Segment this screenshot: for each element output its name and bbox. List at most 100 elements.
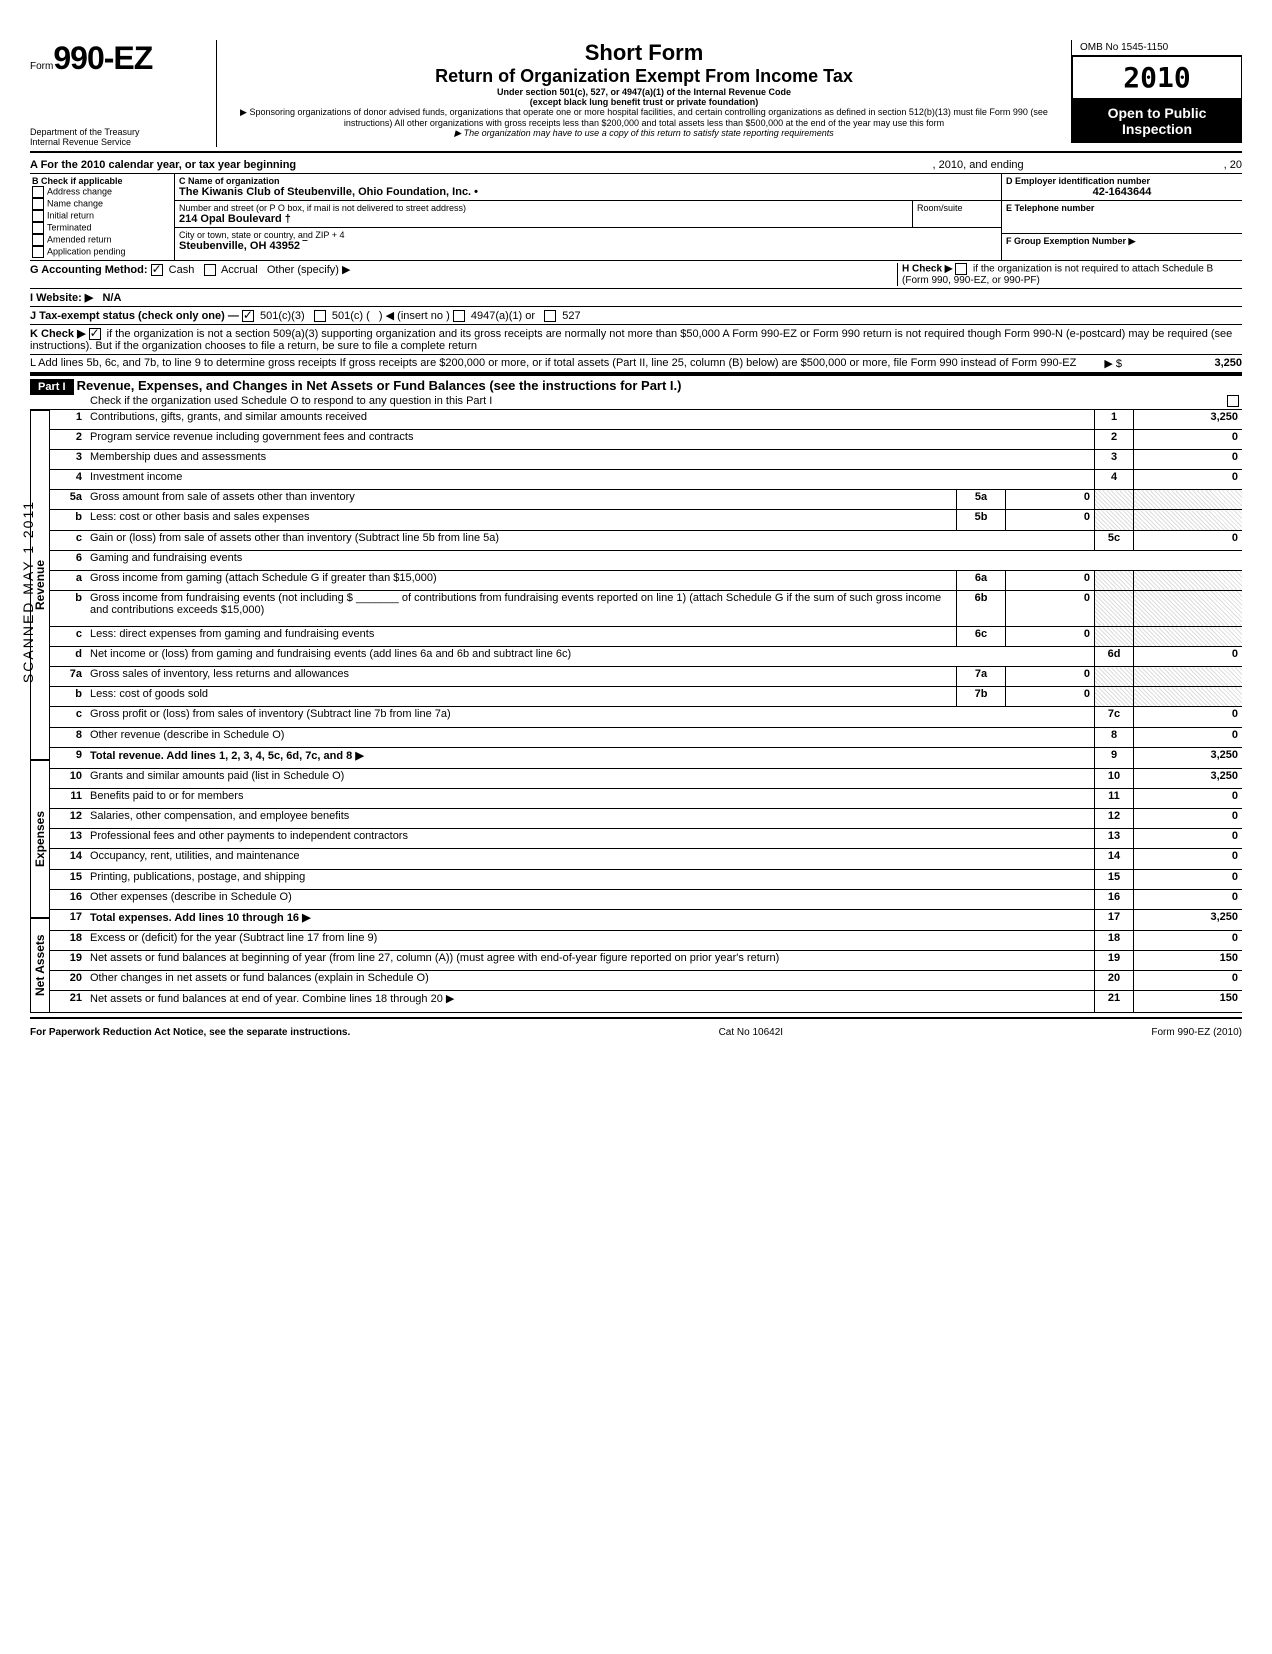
line-row: 16Other expenses (describe in Schedule O…	[50, 889, 1242, 909]
dept2: Internal Revenue Service	[30, 137, 210, 147]
omb: OMB No 1545-1150	[1072, 40, 1242, 56]
G-label: G Accounting Method:	[30, 264, 148, 276]
subtitle2: (except black lung benefit trust or priv…	[227, 97, 1061, 107]
g-cash: Cash	[169, 264, 195, 276]
chk-501c3[interactable]	[242, 310, 254, 322]
line-row: bGross income from fundraising events (n…	[50, 590, 1242, 626]
ein: 42-1643644	[1006, 186, 1238, 198]
j-527: 527	[562, 310, 580, 322]
B-label: B Check if applicable	[32, 176, 172, 186]
j-501c: 501(c) (	[332, 310, 370, 322]
F-label: F Group Exemption Number ▶	[1006, 236, 1238, 247]
part1-title: Revenue, Expenses, and Changes in Net As…	[77, 378, 682, 393]
expenses-label: Expenses	[30, 760, 50, 918]
addr-label: Number and street (or P O box, if mail i…	[179, 203, 908, 213]
line-row: 14Occupancy, rent, utilities, and mainte…	[50, 849, 1242, 869]
lines-table: 1Contributions, gifts, grants, and simil…	[50, 410, 1242, 1013]
line-row: 13Professional fees and other payments t…	[50, 829, 1242, 849]
line-row: 2Program service revenue including gover…	[50, 430, 1242, 450]
C-label: C Name of organization	[179, 176, 997, 186]
D-label: D Employer identification number	[1006, 176, 1238, 186]
chk-527[interactable]	[544, 310, 556, 322]
chk-H[interactable]	[955, 263, 967, 275]
j-4947: 4947(a)(1) or	[471, 310, 535, 322]
footer: For Paperwork Reduction Act Notice, see …	[30, 1023, 1242, 1038]
E-label: E Telephone number	[1006, 203, 1238, 213]
city-label: City or town, state or country, and ZIP …	[179, 230, 997, 240]
b-item-1: Name change	[47, 198, 103, 208]
line-row: 3Membership dues and assessments30	[50, 450, 1242, 470]
L-text: L Add lines 5b, 6c, and 7b, to line 9 to…	[30, 357, 1082, 370]
line-row: 19Net assets or fund balances at beginni…	[50, 951, 1242, 971]
line-row: 6Gaming and fundraising events	[50, 550, 1242, 570]
dept1: Department of the Treasury	[30, 127, 210, 137]
subtitle1: Under section 501(c), 527, or 4947(a)(1)…	[227, 87, 1061, 97]
line-row: 4Investment income40	[50, 470, 1242, 490]
j-insert: ) ◀ (insert no )	[379, 310, 450, 322]
footer-left: For Paperwork Reduction Act Notice, see …	[30, 1027, 350, 1038]
note1: ▶ Sponsoring organizations of donor advi…	[227, 107, 1061, 128]
line-row: cGross profit or (loss) from sales of in…	[50, 707, 1242, 727]
part1-label: Part I	[30, 379, 74, 395]
line-A-mid: , 2010, and ending	[933, 159, 1024, 171]
open-inspection: Open to Public Inspection	[1072, 99, 1242, 143]
line-row: dNet income or (loss) from gaming and fu…	[50, 647, 1242, 667]
I-label: I Website: ▶	[30, 292, 93, 304]
revenue-label: Revenue	[30, 410, 50, 760]
website: N/A	[102, 292, 121, 304]
addr: 214 Opal Boulevard †	[179, 213, 908, 225]
form-header: Form990-EZ Department of the Treasury In…	[30, 40, 1242, 147]
g-accrual: Accrual	[221, 264, 258, 276]
b-item-4: Amended return	[47, 234, 112, 244]
chk-name[interactable]	[32, 198, 44, 210]
chk-pending[interactable]	[32, 246, 44, 258]
chk-501c[interactable]	[314, 310, 326, 322]
g-other: Other (specify) ▶	[267, 264, 351, 276]
chk-accrual[interactable]	[204, 264, 216, 276]
J-label: J Tax-exempt status (check only one) —	[30, 310, 239, 322]
footer-mid: Cat No 10642I	[719, 1027, 784, 1038]
netassets-label: Net Assets	[30, 918, 50, 1013]
line-row: 12Salaries, other compensation, and empl…	[50, 809, 1242, 829]
city: Steubenville, OH 43952 ‾	[179, 240, 997, 252]
b-item-2: Initial return	[47, 210, 94, 220]
chk-part1[interactable]	[1227, 395, 1239, 407]
line-row: cLess: direct expenses from gaming and f…	[50, 627, 1242, 647]
b-item-5: Application pending	[47, 246, 126, 256]
j-501c3: 501(c)(3)	[260, 310, 305, 322]
title-main: Return of Organization Exempt From Incom…	[227, 66, 1061, 87]
chk-terminated[interactable]	[32, 222, 44, 234]
line-row: aGross income from gaming (attach Schedu…	[50, 570, 1242, 590]
line-row: 5aGross amount from sale of assets other…	[50, 490, 1242, 510]
chk-address[interactable]	[32, 186, 44, 198]
line-row: 20Other changes in net assets or fund ba…	[50, 971, 1242, 991]
tax-year: 2010	[1123, 61, 1190, 94]
title-short: Short Form	[227, 40, 1061, 66]
line-row: 11Benefits paid to or for members110	[50, 789, 1242, 809]
chk-K[interactable]	[89, 328, 101, 340]
b-item-0: Address change	[47, 186, 112, 196]
footer-right: Form 990-EZ (2010)	[1151, 1027, 1242, 1038]
L-amount: 3,250	[1122, 357, 1242, 370]
K-label: K Check ▶	[30, 328, 86, 340]
line-row: 17Total expenses. Add lines 10 through 1…	[50, 909, 1242, 930]
chk-4947[interactable]	[453, 310, 465, 322]
part1-check: Check if the organization used Schedule …	[90, 395, 492, 407]
line-row: 21Net assets or fund balances at end of …	[50, 991, 1242, 1013]
line-row: 8Other revenue (describe in Schedule O)8…	[50, 727, 1242, 747]
chk-cash[interactable]	[151, 264, 163, 276]
chk-initial[interactable]	[32, 210, 44, 222]
room-label: Room/suite	[912, 201, 1001, 227]
line-row: bLess: cost or other basis and sales exp…	[50, 510, 1242, 530]
line-row: bLess: cost of goods sold7b0	[50, 687, 1242, 707]
line-row: 1Contributions, gifts, grants, and simil…	[50, 410, 1242, 429]
form-prefix: Form	[30, 61, 53, 72]
part1-header: Part I Revenue, Expenses, and Changes in…	[30, 374, 1242, 410]
line-row: 10Grants and similar amounts paid (list …	[50, 769, 1242, 789]
L-arrow: ▶ $	[1082, 357, 1122, 370]
chk-amended[interactable]	[32, 234, 44, 246]
form-number: 990-EZ	[53, 40, 152, 76]
line-row: 9Total revenue. Add lines 1, 2, 3, 4, 5c…	[50, 747, 1242, 768]
line-row: 15Printing, publications, postage, and s…	[50, 869, 1242, 889]
H-label: H Check ▶	[902, 264, 952, 275]
